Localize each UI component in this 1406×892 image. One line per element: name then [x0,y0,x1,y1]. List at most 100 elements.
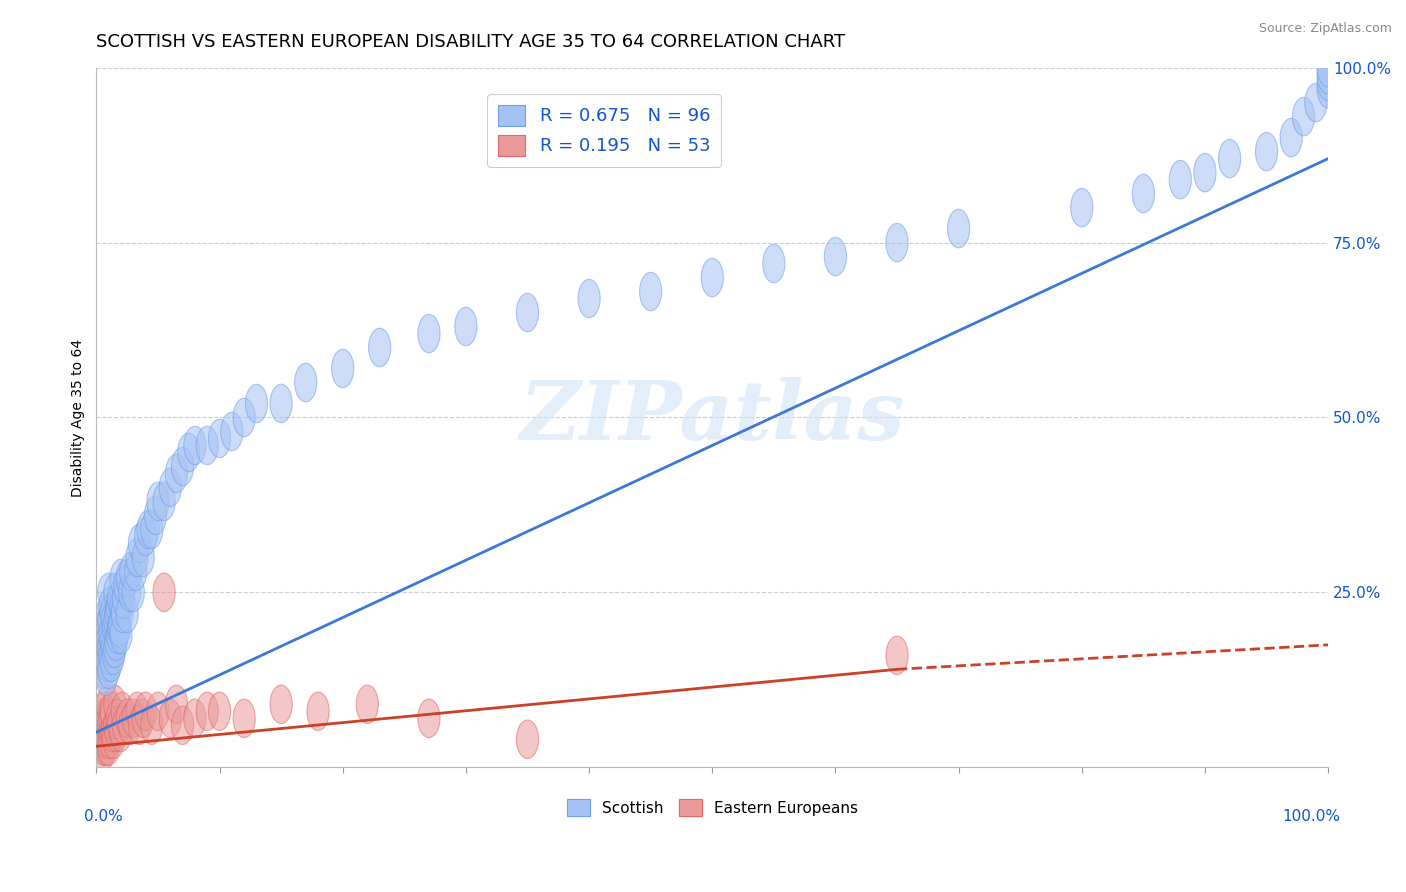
Ellipse shape [135,692,156,731]
Ellipse shape [295,363,316,401]
Ellipse shape [104,706,127,745]
Ellipse shape [90,720,112,758]
Ellipse shape [94,699,117,738]
Ellipse shape [233,699,256,738]
Ellipse shape [1317,48,1340,87]
Ellipse shape [1317,70,1340,108]
Ellipse shape [886,223,908,262]
Ellipse shape [97,629,120,667]
Ellipse shape [172,706,194,745]
Ellipse shape [135,517,156,556]
Ellipse shape [101,713,124,752]
Ellipse shape [96,636,117,674]
Legend: Scottish, Eastern Europeans: Scottish, Eastern Europeans [561,793,863,822]
Ellipse shape [128,524,150,563]
Ellipse shape [1170,161,1191,199]
Ellipse shape [824,237,846,276]
Ellipse shape [307,692,329,731]
Ellipse shape [948,210,970,248]
Ellipse shape [91,636,114,674]
Ellipse shape [136,510,159,549]
Ellipse shape [101,629,124,667]
Ellipse shape [640,272,662,310]
Ellipse shape [111,594,134,632]
Ellipse shape [1194,153,1216,192]
Ellipse shape [108,608,131,647]
Ellipse shape [110,713,132,752]
Ellipse shape [159,699,181,738]
Ellipse shape [208,419,231,458]
Ellipse shape [117,594,138,632]
Ellipse shape [112,580,135,619]
Ellipse shape [208,692,231,731]
Ellipse shape [91,650,114,689]
Ellipse shape [1219,139,1240,178]
Ellipse shape [91,699,114,738]
Text: ZIPatlas: ZIPatlas [519,377,905,458]
Ellipse shape [97,685,118,723]
Ellipse shape [125,552,146,591]
Text: 0.0%: 0.0% [84,809,122,824]
Ellipse shape [516,293,538,332]
Ellipse shape [107,615,128,654]
Ellipse shape [1305,84,1327,122]
Ellipse shape [146,692,169,731]
Ellipse shape [122,699,145,738]
Ellipse shape [141,706,163,745]
Ellipse shape [96,608,117,647]
Ellipse shape [118,706,141,745]
Ellipse shape [117,559,138,598]
Ellipse shape [1317,62,1340,101]
Ellipse shape [233,398,256,437]
Ellipse shape [105,594,127,632]
Ellipse shape [117,699,138,738]
Text: 100.0%: 100.0% [1282,809,1340,824]
Ellipse shape [454,307,477,346]
Ellipse shape [97,601,120,640]
Ellipse shape [246,384,267,423]
Ellipse shape [112,706,135,745]
Ellipse shape [91,734,114,772]
Ellipse shape [172,447,194,485]
Ellipse shape [97,706,120,745]
Ellipse shape [104,685,127,723]
Ellipse shape [1292,97,1315,136]
Ellipse shape [91,622,114,661]
Ellipse shape [122,574,145,612]
Ellipse shape [98,699,121,738]
Ellipse shape [105,622,127,661]
Ellipse shape [702,259,723,297]
Ellipse shape [107,587,128,625]
Ellipse shape [97,643,118,681]
Ellipse shape [97,594,118,632]
Ellipse shape [97,699,118,738]
Ellipse shape [97,650,120,689]
Ellipse shape [104,574,127,612]
Ellipse shape [886,636,908,674]
Ellipse shape [104,629,127,667]
Ellipse shape [94,608,117,647]
Ellipse shape [100,594,122,632]
Ellipse shape [153,574,176,612]
Ellipse shape [159,468,181,507]
Ellipse shape [110,559,132,598]
Ellipse shape [104,601,127,640]
Ellipse shape [132,538,155,576]
Ellipse shape [184,426,207,465]
Ellipse shape [166,685,187,723]
Ellipse shape [118,574,141,612]
Ellipse shape [195,692,218,731]
Ellipse shape [1279,119,1302,157]
Ellipse shape [578,279,600,318]
Ellipse shape [270,685,292,723]
Ellipse shape [418,314,440,352]
Ellipse shape [100,622,122,661]
Ellipse shape [128,706,150,745]
Ellipse shape [270,384,292,423]
Ellipse shape [97,727,120,765]
Ellipse shape [96,706,117,745]
Ellipse shape [166,454,187,492]
Ellipse shape [100,692,122,731]
Ellipse shape [1317,55,1340,94]
Ellipse shape [91,713,114,752]
